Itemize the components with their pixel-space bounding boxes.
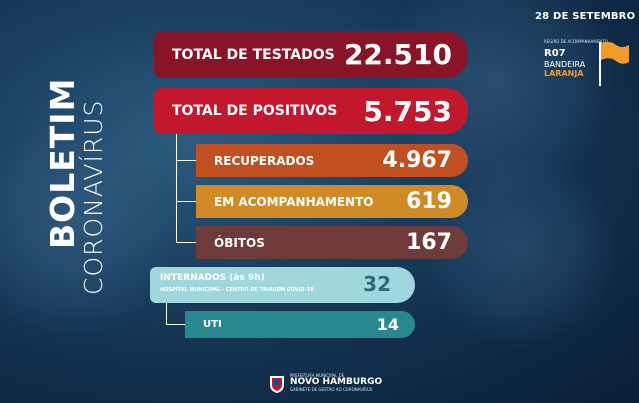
title-boletim: BOLETIM (43, 77, 82, 249)
acompanhamento-card: EM ACOMPANHAMENTO 619 (196, 185, 468, 218)
background-virus-shape (0, 120, 180, 340)
internados-sublabel: HOSPITAL MUNICIPAL - CENTRO DE TRIAGEM C… (160, 287, 314, 293)
flag-label-line1: BANDEIRA (544, 60, 586, 69)
recuperados-card: RECUPERADOS 4.967 (196, 144, 468, 177)
connector-line (166, 303, 167, 325)
bulletin-title: BOLETIM CORONAVÍRUS (14, 55, 124, 300)
region-caption: REGIÃO DE ACOMPANHAMENTO (544, 39, 608, 44)
obitos-card: ÓBITOS 167 (196, 226, 468, 259)
obitos-label: ÓBITOS (214, 235, 265, 250)
flag-label-line2: LARANJA (544, 69, 584, 78)
uti-card: UTI 14 (185, 311, 415, 338)
total-positivos-card: TOTAL DE POSITIVOS 5.753 (154, 88, 468, 134)
connector-line (176, 160, 196, 161)
recuperados-label: RECUPERADOS (214, 153, 315, 168)
internados-label: INTERNADOS (às 9h) (160, 273, 265, 283)
region-code: R07 (544, 48, 566, 59)
positivos-value: 5.753 (363, 94, 452, 128)
connector-line (176, 201, 196, 202)
orange-flag-icon (599, 41, 629, 86)
testados-label: TOTAL DE TESTADOS (172, 46, 335, 63)
uti-value: 14 (376, 315, 399, 334)
footer-line3: GABINETE DE GESTÃO AO CORONAVÍRUS (290, 387, 373, 392)
city-crest-icon (270, 376, 284, 393)
internados-value: 32 (363, 272, 391, 296)
positivos-label: TOTAL DE POSITIVOS (172, 103, 338, 119)
title-coronavirus: CORONAVÍRUS (79, 99, 108, 295)
footer-city-name: NOVO HAMBURGO (290, 377, 383, 387)
acompanhamento-value: 619 (406, 189, 452, 214)
uti-label: UTI (203, 319, 222, 330)
prefeitura-logo: PREFEITURA MUNICIPAL DE NOVO HAMBURGO GA… (268, 373, 382, 395)
testados-value: 22.510 (343, 38, 452, 71)
internados-card: INTERNADOS (às 9h) HOSPITAL MUNICIPAL - … (150, 267, 415, 303)
recuperados-value: 4.967 (382, 148, 452, 173)
total-testados-card: TOTAL DE TESTADOS 22.510 (154, 31, 468, 78)
connector-line (176, 134, 177, 242)
region-flag-logo: REGIÃO DE ACOMPANHAMENTO R07 BANDEIRA LA… (541, 40, 633, 90)
footer-line1: PREFEITURA MUNICIPAL DE (290, 373, 345, 378)
obitos-value: 167 (406, 230, 452, 255)
report-date: 28 DE SETEMBRO (535, 11, 636, 22)
connector-line (166, 324, 185, 325)
connector-line (176, 242, 196, 243)
acompanhamento-label: EM ACOMPANHAMENTO (214, 194, 374, 209)
